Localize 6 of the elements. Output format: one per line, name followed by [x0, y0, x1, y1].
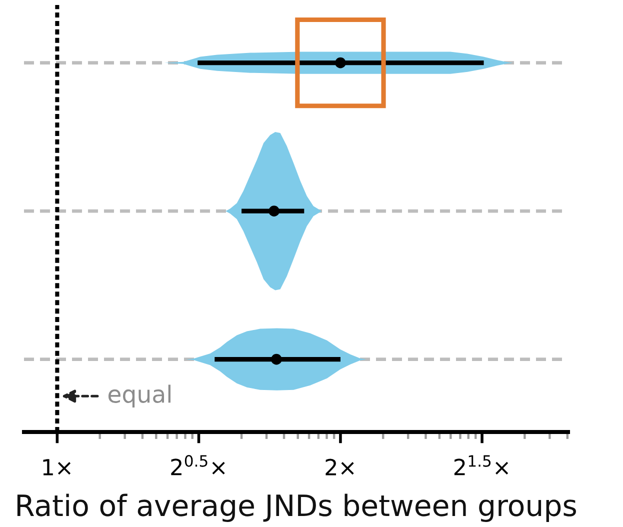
ref-line-label: equal [108, 384, 170, 408]
x-tick-label: 2× [326, 458, 354, 476]
x-axis-title: Ratio of average JNDs between groups [17, 494, 576, 522]
x-tick-label: 1× [43, 459, 71, 476]
x-tick-label: 2$^{0.5}$× [171, 455, 225, 476]
x-tick-label: 2$^{1.5}$× [454, 455, 508, 476]
